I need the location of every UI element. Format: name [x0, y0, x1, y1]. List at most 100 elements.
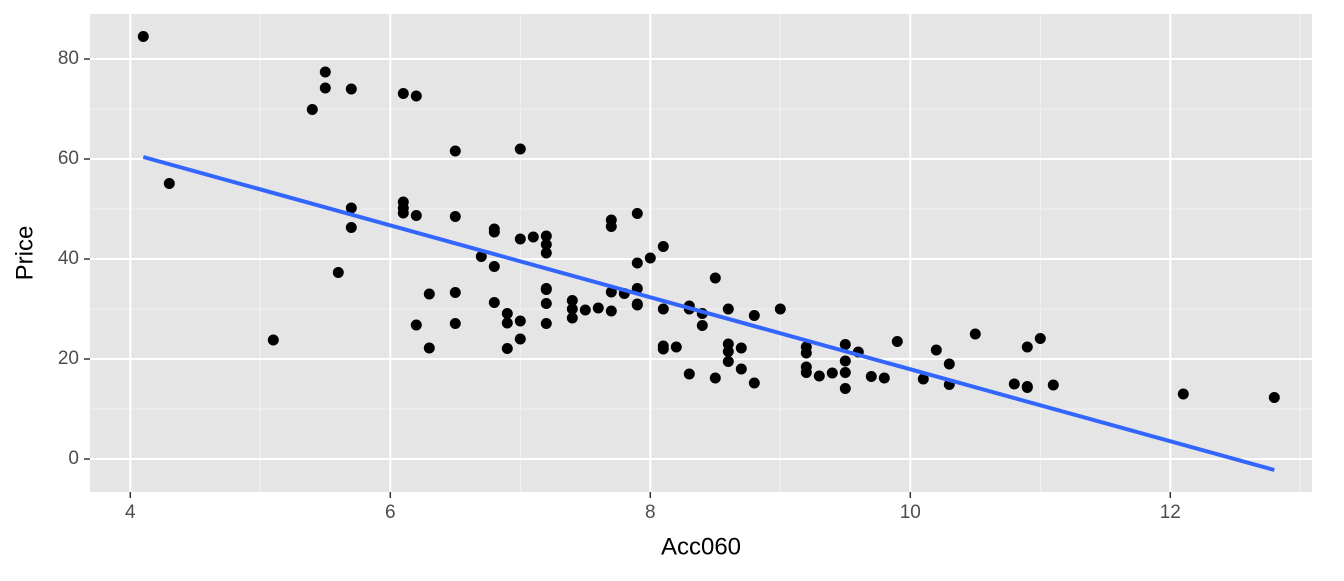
point [735, 363, 747, 375]
point [540, 247, 552, 259]
point [488, 226, 500, 238]
point [540, 230, 552, 242]
point [527, 231, 539, 243]
point [605, 305, 617, 317]
point [722, 346, 734, 357]
point [839, 383, 851, 394]
point [566, 295, 578, 306]
point [163, 178, 175, 189]
point [839, 367, 851, 378]
point [1021, 341, 1033, 353]
fit-line [142, 155, 1275, 472]
point [410, 210, 422, 221]
point [449, 287, 461, 298]
point [501, 343, 513, 354]
point [566, 303, 578, 315]
point [397, 88, 409, 99]
point [709, 372, 721, 384]
point [709, 272, 721, 284]
point [449, 145, 461, 157]
point [917, 373, 929, 385]
point [826, 367, 838, 379]
point [1021, 382, 1033, 393]
point [943, 358, 955, 370]
point [865, 371, 877, 382]
x-tick-label: 4 [125, 502, 136, 523]
point [631, 299, 643, 311]
point [423, 342, 435, 354]
point [592, 302, 604, 314]
point [631, 257, 643, 269]
point [657, 303, 669, 315]
point [514, 233, 526, 245]
point [696, 320, 708, 331]
point [1047, 379, 1059, 391]
point [800, 347, 812, 359]
point [514, 315, 526, 327]
point [670, 341, 682, 353]
point [540, 239, 552, 250]
point [800, 367, 812, 378]
y-tick-label: 0 [68, 448, 79, 469]
point [1008, 378, 1020, 390]
point [306, 104, 318, 115]
point [839, 339, 851, 350]
point [410, 90, 422, 102]
x-tick-label: 12 [1160, 502, 1181, 523]
point [605, 221, 617, 232]
point [735, 342, 747, 354]
point [540, 298, 552, 309]
point [319, 66, 331, 78]
point [839, 355, 851, 367]
point [579, 304, 591, 316]
point [267, 334, 279, 346]
point [332, 267, 344, 278]
point [501, 317, 513, 329]
point [657, 241, 669, 252]
point [644, 252, 656, 264]
point [683, 368, 695, 380]
point [891, 336, 903, 347]
point [475, 251, 487, 262]
point [137, 31, 149, 42]
point [657, 343, 669, 355]
point [878, 372, 890, 384]
point [774, 303, 786, 315]
point [423, 288, 435, 300]
point [1268, 392, 1280, 403]
point [748, 377, 760, 389]
point [514, 143, 526, 155]
x-tick-label: 10 [900, 502, 921, 523]
point [722, 303, 734, 315]
y-tick-label: 80 [58, 48, 79, 69]
x-tick-label: 8 [645, 502, 656, 523]
point [1177, 388, 1189, 400]
point [514, 333, 526, 345]
point [449, 318, 461, 329]
x-axis-title: Acc060 [661, 533, 741, 560]
y-axis-title: Price [11, 226, 38, 281]
point [748, 310, 760, 321]
point [540, 284, 552, 295]
point [930, 344, 942, 356]
point [397, 207, 409, 219]
point [345, 222, 357, 233]
y-tick-label: 40 [58, 248, 79, 269]
point [1034, 333, 1046, 344]
point [319, 82, 331, 94]
panel [90, 14, 1312, 492]
point [566, 312, 578, 324]
point [488, 297, 500, 308]
point [345, 83, 357, 95]
x-tick-label: 6 [385, 502, 396, 523]
point [501, 308, 513, 319]
point [540, 318, 552, 329]
point [488, 261, 500, 272]
point [813, 370, 825, 382]
point [631, 208, 643, 219]
y-tick-label: 60 [58, 148, 79, 169]
point [449, 211, 461, 222]
point [722, 356, 734, 367]
y-tick-label: 20 [58, 348, 79, 369]
